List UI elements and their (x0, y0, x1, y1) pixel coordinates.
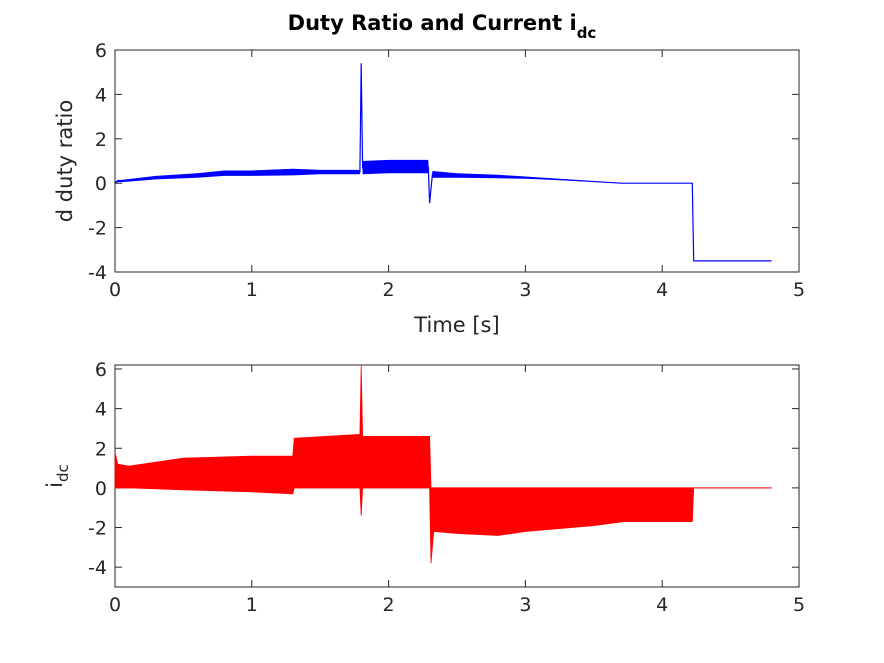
plot-area-top (114, 49, 800, 273)
title-subscript: dc (577, 24, 597, 42)
x-tick-label: 4 (656, 279, 668, 301)
x-axis-label-top: Time [s] (413, 313, 499, 337)
y-tick-label: 6 (95, 40, 107, 62)
y-label-main: i (43, 482, 67, 488)
x-tick-label: 5 (793, 279, 805, 301)
y-tick-label: -4 (88, 557, 107, 579)
title-main: Duty Ratio and Current i (288, 11, 577, 35)
ticks-bottom: 0 1 2 3 4 5 -4 -2 0 2 4 6 (88, 359, 805, 616)
data-bottom (114, 364, 772, 564)
ticks-top: 0 1 2 3 4 5 -4 -2 0 2 4 6 (88, 40, 805, 301)
y-tick-label: 2 (95, 129, 107, 151)
axes-duty-ratio: 0 1 2 3 4 5 -4 -2 0 2 4 6 Time [s] d duty ratio (53, 40, 805, 337)
y-tick-label: 0 (95, 478, 107, 500)
x-tick-label: 3 (519, 279, 531, 301)
x-tick-label: 2 (383, 279, 395, 301)
y-axis-label-top: d duty ratio (53, 100, 77, 222)
y-tick-label: 0 (95, 173, 107, 195)
y-tick-label: -4 (88, 262, 107, 284)
y-tick-label: -2 (88, 518, 107, 540)
y-tick-label: 4 (95, 84, 107, 106)
x-tick-label: 2 (383, 594, 395, 616)
y-tick-label: 2 (95, 438, 107, 460)
y-tick-label: 6 (95, 359, 107, 381)
y-tick-label: 4 (95, 399, 107, 421)
data-top (114, 63, 772, 262)
figure-title: Duty Ratio and Current idc (288, 11, 597, 42)
y-axis-label-bottom: idc (43, 464, 72, 488)
x-tick-label: 0 (109, 279, 121, 301)
x-tick-label: 0 (109, 594, 121, 616)
axes-current: 0 1 2 3 4 5 -4 -2 0 2 4 6 idc (43, 359, 805, 616)
x-tick-label: 3 (519, 594, 531, 616)
y-tick-label: -2 (88, 218, 107, 240)
x-tick-label: 1 (246, 279, 258, 301)
x-tick-label: 5 (793, 594, 805, 616)
x-tick-label: 1 (246, 594, 258, 616)
series-line (114, 63, 772, 262)
x-tick-label: 4 (656, 594, 668, 616)
y-label-subscript: dc (54, 464, 72, 482)
